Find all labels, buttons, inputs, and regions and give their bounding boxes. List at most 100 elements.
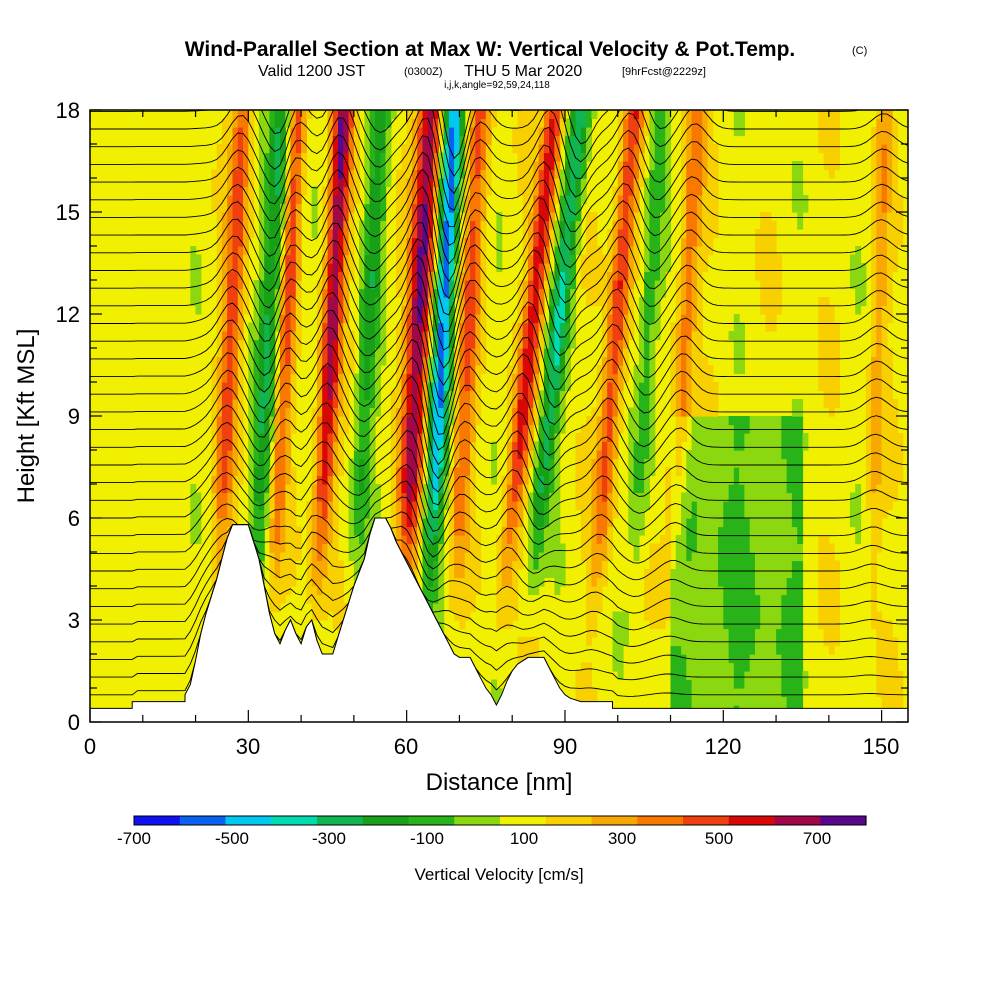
velocity-cell: [470, 577, 476, 587]
grid-indices: i,j,k,angle=92,59,24,118: [444, 80, 550, 91]
velocity-cell: [728, 492, 735, 502]
velocity-cell: [723, 552, 730, 562]
velocity-cell: [712, 169, 719, 179]
velocity-cell: [322, 560, 329, 570]
velocity-cell: [269, 263, 276, 273]
velocity-cell: [649, 620, 656, 630]
velocity-cell: [586, 543, 592, 553]
velocity-cell: [765, 484, 772, 494]
velocity-cell: [765, 467, 772, 477]
velocity-cell: [417, 424, 424, 434]
velocity-cell: [670, 407, 677, 417]
velocity-cell: [660, 110, 666, 120]
velocity-cell: [617, 628, 624, 638]
velocity-cell: [718, 569, 724, 579]
velocity-cell: [253, 399, 260, 409]
velocity-cell: [670, 603, 677, 613]
velocity-cell: [258, 390, 265, 400]
velocity-cell: [311, 518, 318, 528]
velocity-cell: [633, 263, 640, 273]
velocity-cell: [528, 535, 534, 545]
velocity-cell: [543, 339, 550, 349]
velocity-cell: [248, 152, 255, 162]
velocity-cell: [290, 560, 297, 570]
velocity-cell: [739, 645, 745, 655]
velocity-cell: [617, 288, 624, 298]
velocity-cell: [681, 246, 687, 256]
velocity-cell: [380, 254, 387, 264]
velocity-cell: [491, 467, 497, 477]
velocity-cell: [702, 246, 709, 256]
velocity-cell: [322, 229, 329, 239]
velocity-cell: [311, 203, 318, 213]
velocity-cell: [411, 441, 418, 451]
velocity-cell: [522, 237, 529, 247]
velocity-cell: [411, 399, 418, 409]
velocity-cell: [596, 577, 603, 587]
velocity-cell: [280, 458, 286, 468]
velocity-cell: [269, 373, 276, 383]
velocity-cell: [612, 212, 619, 222]
velocity-cell: [686, 569, 693, 579]
velocity-cell: [696, 322, 703, 332]
velocity-cell: [691, 407, 698, 417]
velocity-cell: [565, 152, 571, 162]
velocity-cell: [654, 305, 661, 315]
velocity-cell: [411, 322, 418, 332]
velocity-cell: [522, 322, 529, 332]
velocity-cell: [295, 135, 302, 145]
velocity-cell: [258, 271, 265, 281]
velocity-cell: [612, 280, 619, 290]
velocity-cell: [649, 186, 656, 196]
velocity-cell: [258, 365, 265, 375]
velocity-cell: [686, 118, 693, 128]
velocity-cell: [470, 203, 476, 213]
velocity-cell: [575, 501, 582, 511]
velocity-cell: [464, 467, 471, 477]
velocity-cell: [728, 509, 735, 519]
velocity-cell: [480, 161, 487, 171]
velocity-cell: [248, 416, 255, 426]
velocity-cell: [274, 577, 281, 587]
velocity-cell: [686, 492, 693, 502]
velocity-cell: [586, 671, 592, 681]
velocity-cell: [601, 373, 608, 383]
velocity-cell: [665, 586, 672, 596]
velocity-cell: [459, 509, 466, 519]
velocity-cell: [454, 509, 460, 519]
velocity-cell: [649, 450, 656, 460]
velocity-cell: [306, 518, 313, 528]
velocity-cell: [464, 586, 471, 596]
velocity-cell: [528, 220, 534, 230]
velocity-cell: [411, 229, 418, 239]
velocity-cell: [744, 645, 751, 655]
velocity-cell: [348, 535, 355, 545]
velocity-cell: [765, 280, 772, 290]
velocity-cell: [755, 416, 761, 426]
velocity-cell: [227, 518, 234, 528]
velocity-cell: [411, 569, 418, 579]
velocity-cell: [591, 509, 598, 519]
velocity-cell: [559, 543, 566, 553]
velocity-cell: [543, 475, 550, 485]
velocity-cell: [285, 178, 292, 188]
velocity-cell: [227, 407, 234, 417]
velocity-cell: [691, 696, 698, 706]
velocity-cell: [691, 237, 698, 247]
velocity-cell: [369, 356, 376, 366]
velocity-cell: [464, 152, 471, 162]
velocity-cell: [696, 628, 703, 638]
velocity-cell: [744, 467, 751, 477]
velocity-cell: [654, 620, 661, 630]
velocity-cell: [253, 501, 260, 511]
velocity-cell: [522, 220, 529, 230]
velocity-cell: [644, 246, 650, 256]
velocity-cell: [306, 569, 313, 579]
velocity-cell: [475, 569, 482, 579]
velocity-cell: [739, 518, 745, 528]
velocity-cell: [496, 560, 503, 570]
velocity-cell: [280, 484, 286, 494]
velocity-cell: [628, 458, 635, 468]
velocity-cell: [316, 441, 323, 451]
velocity-cell: [369, 331, 376, 341]
